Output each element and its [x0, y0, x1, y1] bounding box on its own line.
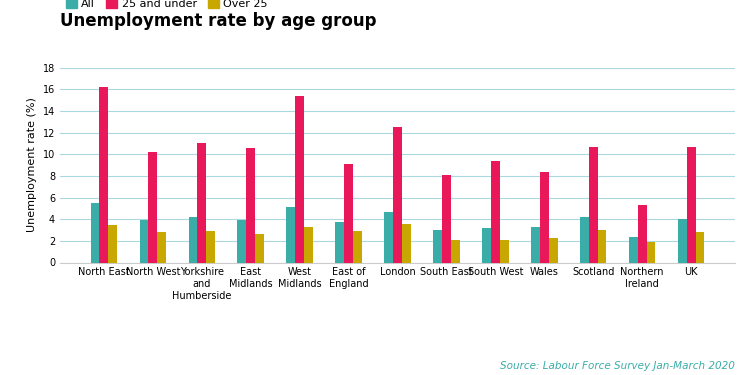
Bar	[91, 203, 100, 262]
Bar	[638, 205, 646, 262]
Bar	[255, 234, 264, 262]
Bar	[393, 127, 402, 262]
Bar	[598, 230, 607, 262]
Bar	[580, 217, 589, 262]
Bar	[100, 87, 108, 262]
Bar	[442, 175, 451, 262]
Text: Source: Labour Force Survey Jan-March 2020: Source: Labour Force Survey Jan-March 20…	[500, 361, 735, 371]
Y-axis label: Unemployment rate (%): Unemployment rate (%)	[27, 98, 38, 232]
Bar	[629, 237, 638, 262]
Bar	[304, 227, 313, 262]
Bar	[549, 238, 557, 262]
Bar	[540, 171, 549, 262]
Bar	[286, 207, 296, 262]
Bar	[108, 225, 117, 262]
Bar	[500, 240, 508, 262]
Bar	[646, 242, 656, 262]
Bar	[482, 228, 491, 262]
Bar	[695, 232, 704, 262]
Bar	[188, 217, 197, 262]
Bar	[531, 227, 540, 262]
Bar	[238, 220, 246, 262]
Bar	[589, 147, 598, 262]
Bar	[678, 219, 687, 262]
Bar	[148, 152, 158, 262]
Bar	[433, 230, 442, 262]
Bar	[246, 148, 255, 262]
Bar	[296, 96, 304, 262]
Bar	[335, 222, 344, 262]
Bar	[353, 231, 362, 262]
Bar	[206, 231, 215, 262]
Bar	[344, 164, 353, 262]
Bar	[140, 220, 148, 262]
Bar	[384, 211, 393, 262]
Legend: All, 25 and under, Over 25: All, 25 and under, Over 25	[65, 0, 268, 9]
Bar	[402, 224, 411, 262]
Bar	[197, 143, 206, 262]
Bar	[451, 240, 460, 262]
Bar	[491, 160, 500, 262]
Bar	[687, 147, 695, 262]
Bar	[158, 232, 166, 262]
Text: Unemployment rate by age group: Unemployment rate by age group	[60, 12, 376, 30]
